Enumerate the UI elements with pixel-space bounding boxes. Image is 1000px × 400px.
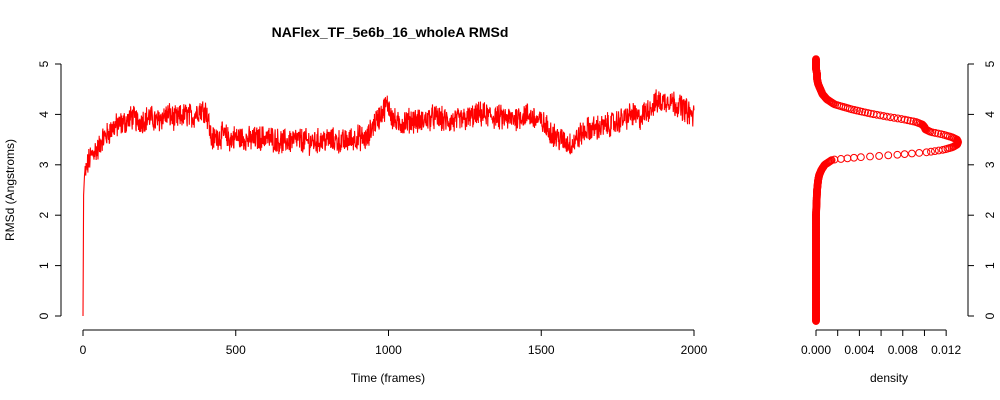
x-tick-label: 1500 (528, 343, 555, 357)
density-point (866, 109, 875, 118)
timeseries-axes: 0 500 1000 1500 2000 0 1 2 3 4 5 (37, 60, 708, 357)
density-plot (812, 55, 962, 325)
density-y-tick-label: 0 (983, 312, 997, 319)
density-point (890, 113, 899, 122)
density-axes: 0.000 0.004 0.008 0.012 0 1 2 3 4 5 (801, 60, 997, 357)
density-point (927, 147, 935, 156)
density-point (843, 154, 852, 163)
density-point (930, 147, 939, 155)
density-y-tick-label: 5 (983, 60, 997, 67)
density-point (837, 155, 845, 163)
x-tick-label: 0 (80, 343, 87, 357)
density-point (875, 152, 884, 160)
density-point (866, 152, 874, 161)
y-tick-label: 1 (37, 262, 51, 269)
density-point (884, 151, 893, 160)
density-point (897, 115, 906, 123)
density-point (863, 109, 872, 117)
density-x-tick-label: 0.000 (801, 343, 831, 357)
x-tick-label: 1000 (375, 343, 402, 357)
density-point (826, 156, 835, 165)
density-point (869, 110, 878, 119)
y-tick-label: 2 (37, 212, 51, 219)
x-tick-label: 500 (226, 343, 246, 357)
density-point (922, 148, 931, 157)
y-tick-label: 5 (37, 60, 51, 67)
density-point (937, 130, 945, 139)
density-point (825, 157, 834, 166)
density-axis-label: density (870, 371, 908, 385)
density-point (908, 149, 916, 158)
density-y-tick-label: 1 (983, 262, 997, 269)
density-point (906, 116, 915, 125)
density-y-tick-label: 4 (983, 111, 997, 118)
density-point (893, 114, 902, 123)
density-point (893, 150, 902, 159)
density-point (857, 153, 865, 162)
timeseries-plot (82, 89, 695, 317)
density-point (827, 156, 836, 165)
density-point (915, 149, 924, 157)
density-point (900, 150, 909, 159)
density-point (934, 129, 943, 138)
rmsd-series-line (82, 89, 695, 317)
x-tick-label: 2000 (681, 343, 708, 357)
y-axis-label: RMSd (Angstroms) (3, 139, 17, 241)
density-y-tick-label: 2 (983, 212, 997, 219)
density-x-tick-label: 0.008 (888, 343, 918, 357)
x-axis-label: Time (frames) (351, 371, 425, 385)
y-tick-label: 3 (37, 161, 51, 168)
density-point (812, 55, 820, 64)
density-x-tick-label: 0.004 (844, 343, 874, 357)
chart-title: NAFlex_TF_5e6b_16_wholeA RMSd (272, 24, 509, 40)
density-point (861, 108, 869, 117)
y-tick-label: 0 (37, 312, 51, 319)
density-y-tick-label: 3 (983, 161, 997, 168)
y-tick-label: 4 (37, 111, 51, 118)
density-x-tick-label: 0.012 (931, 343, 961, 357)
density-point (909, 117, 918, 126)
density-point (872, 110, 881, 119)
density-point (850, 153, 858, 162)
